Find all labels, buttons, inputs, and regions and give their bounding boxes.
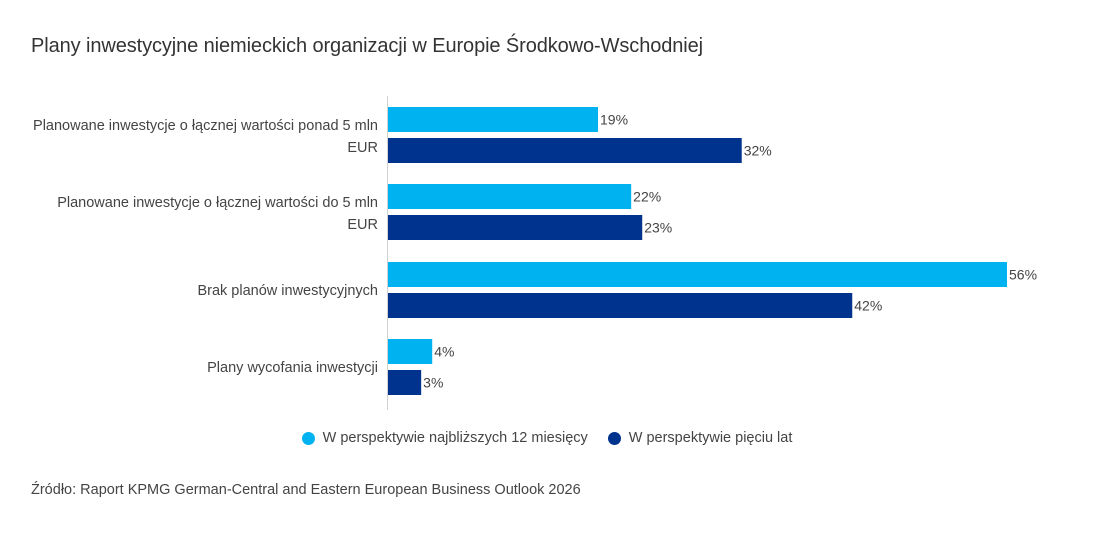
category-label-0: Planowane inwestycje o łącznej wartości … [33, 118, 378, 156]
data-label-12-months-3: 4% [434, 344, 454, 360]
bar-5-years-2 [388, 293, 853, 318]
data-label-5-years-0: 32% [744, 143, 772, 159]
data-label-12-months-2: 56% [1009, 267, 1037, 283]
legend-5-years-label: W perspektywie pięciu lat [628, 430, 793, 446]
legend: W perspektywie najbliższych 12 miesięcy … [0, 430, 1094, 446]
bar-5-years-3 [388, 370, 422, 395]
bar-5-years-0 [388, 138, 742, 163]
chart-title: Plany inwestycyjne niemieckich organizac… [31, 35, 703, 57]
legend-5-years-marker [607, 431, 621, 445]
bar-5-years-1 [388, 215, 643, 240]
data-label-12-months-0: 19% [600, 112, 628, 128]
bar-12-months-1 [388, 184, 632, 209]
legend-item-12-months[interactable]: W perspektywie najbliższych 12 miesięcy [301, 430, 588, 446]
data-label-5-years-2: 42% [854, 298, 882, 314]
legend-12-months-marker [301, 431, 315, 445]
bar-12-months-3 [388, 339, 433, 364]
category-label-3: Plany wycofania inwestycji [207, 360, 378, 376]
bar-12-months-0 [388, 107, 599, 132]
bars-group: 19% 32% 22% 23% 56% 42% 4% 3% [388, 107, 1037, 395]
legend-item-5-years[interactable]: W perspektywie pięciu lat [607, 430, 793, 446]
category-label-1: Planowane inwestycje o łącznej wartości … [57, 195, 378, 233]
legend-12-months-label: W perspektywie najbliższych 12 miesięcy [322, 430, 588, 446]
bar-12-months-2 [388, 262, 1007, 287]
data-label-5-years-1: 23% [644, 220, 672, 236]
source-note: Źródło: Raport KPMG German-Central and E… [31, 482, 581, 498]
category-label-2: Brak planów inwestycyjnych [197, 283, 378, 299]
data-label-12-months-1: 22% [633, 189, 661, 205]
data-label-5-years-3: 3% [423, 375, 443, 391]
